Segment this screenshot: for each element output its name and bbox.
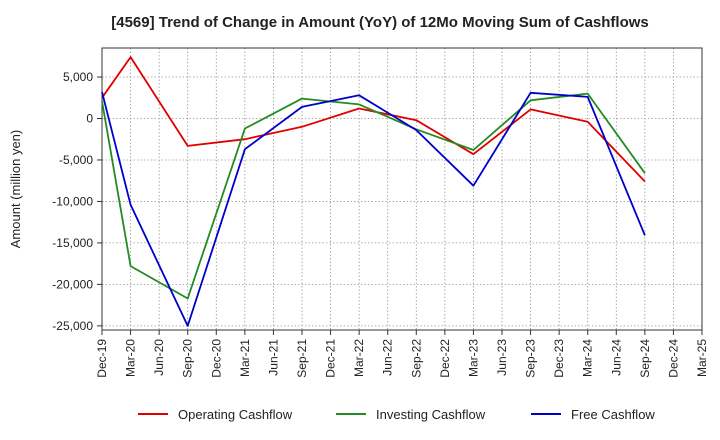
x-tick-label: Jun-22 [381,339,395,376]
x-tick-label: Dec-22 [438,339,452,378]
x-tick-label: Sep-22 [409,339,423,378]
legend-label: Investing Cashflow [376,407,486,422]
x-tick-label: Sep-23 [524,339,538,378]
x-tick-label: Mar-20 [124,339,138,377]
y-tick-label: -25,000 [52,319,93,333]
axis-layer: 5,000 0 -5,000 -10,000 -15,000 -20,000 -25,000… [8,47,709,378]
series-line-free-cashflow [101,91,646,327]
y-axis-label: Amount (million yen) [8,130,23,249]
legend-layer: Operating Cashflow Investing Cashflow Free… [138,407,655,422]
x-tick-label: Jun-23 [495,339,509,376]
x-tick-label: Mar-21 [238,339,252,377]
x-tick-label: Dec-19 [95,339,109,378]
series-line-investing-cashflow [101,92,646,300]
x-tick-label: Dec-20 [209,339,223,378]
legend-label: Free Cashflow [571,407,655,422]
x-tick-label: Sep-20 [181,339,195,378]
chart-title: [4569] Trend of Change in Amount (YoY) o… [111,14,649,31]
x-tick-label: Sep-24 [638,339,652,378]
y-tick-label: -5,000 [59,153,93,167]
x-tick-label: Jun-20 [152,339,166,376]
x-tick-label: Mar-24 [581,339,595,377]
legend-label: Operating Cashflow [178,407,293,422]
x-tick-label: Dec-23 [552,339,566,378]
x-tick-label: Mar-25 [695,339,709,377]
y-tick-label: 0 [86,112,93,126]
x-tick-label: Dec-21 [324,339,338,378]
x-tick-label: Mar-22 [352,339,366,377]
y-tick-label: -15,000 [52,236,93,250]
y-tick-label: -10,000 [52,194,93,208]
y-tick-label: -20,000 [52,277,93,291]
series-line-operating-cashflow [101,56,646,183]
plot-frame [101,47,703,331]
x-tick-label: Dec-24 [666,339,680,378]
x-tick-label: Mar-23 [466,339,480,377]
x-tick-label: Jun-21 [266,339,280,376]
y-tick-label: 5,000 [63,70,93,84]
x-tick-label: Sep-21 [295,339,309,378]
x-tick-label: Jun-24 [609,339,623,376]
series-layer [101,56,646,327]
